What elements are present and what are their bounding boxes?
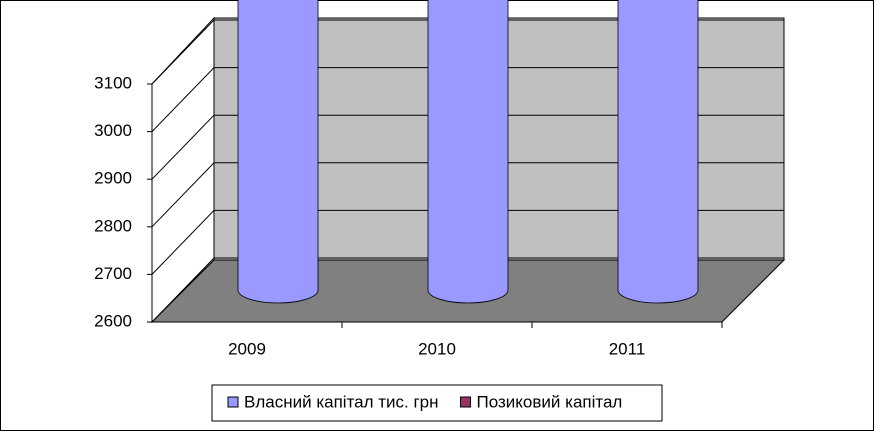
legend-swatch (460, 396, 472, 408)
bar-segment (617, 0, 699, 304)
bar-segment (237, 0, 319, 304)
grid-line (151, 67, 784, 132)
y-tick-label: 2800 (94, 216, 132, 235)
bar-segment (427, 0, 509, 304)
grid-line (151, 19, 784, 85)
y-tick-label: 3100 (94, 73, 132, 92)
legend-swatch (227, 396, 239, 408)
grid-line (151, 114, 784, 180)
grid-line (151, 209, 784, 275)
x-tick-label: 2011 (609, 339, 646, 358)
grid-line (151, 257, 784, 323)
y-tick-label: 3000 (94, 121, 132, 140)
y-tick-label: 2600 (94, 311, 132, 330)
legend (211, 384, 663, 422)
legend-label: Власний капітал тис. грн (244, 392, 439, 411)
y-tick-label: 2900 (94, 169, 132, 188)
y-tick-label: 2700 (94, 264, 132, 283)
legend-label: Позиковий капітал (477, 392, 623, 411)
x-tick-label: 2010 (418, 339, 456, 358)
grid-line (151, 162, 784, 228)
x-tick-label: 2009 (228, 339, 266, 358)
